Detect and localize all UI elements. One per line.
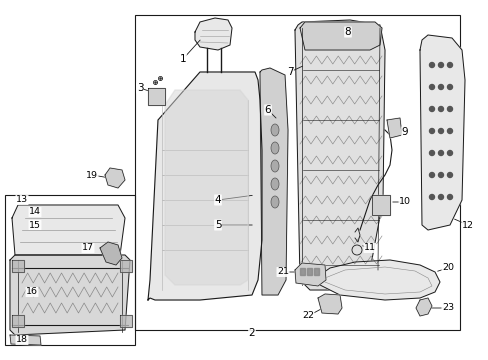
Text: 1: 1: [179, 54, 186, 64]
Bar: [135, 15, 459, 330]
Text: 16: 16: [26, 288, 38, 297]
Circle shape: [438, 172, 443, 177]
Text: 6: 6: [264, 105, 271, 115]
Circle shape: [428, 107, 434, 112]
Circle shape: [447, 107, 451, 112]
Text: 19: 19: [86, 171, 98, 180]
Text: 14: 14: [29, 207, 41, 216]
Polygon shape: [12, 260, 24, 272]
Polygon shape: [317, 260, 439, 300]
Circle shape: [428, 194, 434, 199]
Polygon shape: [299, 268, 305, 275]
Circle shape: [428, 85, 434, 90]
Polygon shape: [120, 260, 132, 272]
Circle shape: [438, 194, 443, 199]
Ellipse shape: [270, 178, 279, 190]
Ellipse shape: [270, 196, 279, 208]
Circle shape: [428, 63, 434, 68]
Polygon shape: [294, 263, 325, 286]
Circle shape: [428, 172, 434, 177]
Circle shape: [447, 194, 451, 199]
Circle shape: [428, 150, 434, 156]
Text: 5: 5: [214, 220, 221, 230]
Circle shape: [447, 85, 451, 90]
Text: 17: 17: [82, 243, 94, 252]
Text: 4: 4: [214, 195, 221, 205]
Text: 7: 7: [286, 67, 293, 77]
Circle shape: [428, 129, 434, 134]
Text: 18: 18: [16, 336, 28, 345]
Text: 8: 8: [344, 27, 350, 37]
Circle shape: [438, 129, 443, 134]
Polygon shape: [306, 268, 311, 275]
Polygon shape: [120, 315, 132, 327]
Polygon shape: [10, 335, 41, 345]
Polygon shape: [195, 18, 231, 50]
Text: 12: 12: [461, 220, 473, 230]
Circle shape: [447, 172, 451, 177]
Circle shape: [438, 85, 443, 90]
Polygon shape: [386, 118, 401, 138]
Ellipse shape: [270, 160, 279, 172]
Polygon shape: [371, 195, 389, 215]
Text: 21: 21: [276, 267, 288, 276]
Polygon shape: [12, 315, 24, 327]
Polygon shape: [317, 294, 341, 314]
Text: 11: 11: [363, 243, 375, 252]
Text: 23: 23: [441, 303, 453, 312]
Text: 20: 20: [441, 264, 453, 273]
Polygon shape: [105, 168, 125, 188]
Ellipse shape: [270, 124, 279, 136]
Polygon shape: [419, 35, 464, 230]
Polygon shape: [299, 22, 381, 50]
Ellipse shape: [270, 142, 279, 154]
Text: 9: 9: [401, 127, 407, 137]
Circle shape: [447, 150, 451, 156]
Polygon shape: [294, 20, 384, 290]
Circle shape: [447, 63, 451, 68]
Polygon shape: [10, 255, 130, 335]
Text: 3: 3: [137, 83, 143, 93]
Polygon shape: [148, 88, 164, 105]
Polygon shape: [100, 242, 122, 265]
Polygon shape: [12, 205, 125, 255]
Circle shape: [438, 150, 443, 156]
Circle shape: [438, 63, 443, 68]
Polygon shape: [260, 68, 287, 295]
Text: 22: 22: [302, 311, 313, 320]
Polygon shape: [164, 90, 247, 285]
Text: 2: 2: [248, 328, 255, 338]
Circle shape: [447, 129, 451, 134]
Bar: [5, 195, 135, 345]
Circle shape: [438, 107, 443, 112]
Polygon shape: [148, 72, 262, 300]
Text: 10: 10: [398, 198, 410, 207]
Polygon shape: [313, 268, 318, 275]
Text: 13: 13: [16, 195, 28, 204]
Polygon shape: [415, 298, 431, 316]
Text: 15: 15: [29, 220, 41, 230]
